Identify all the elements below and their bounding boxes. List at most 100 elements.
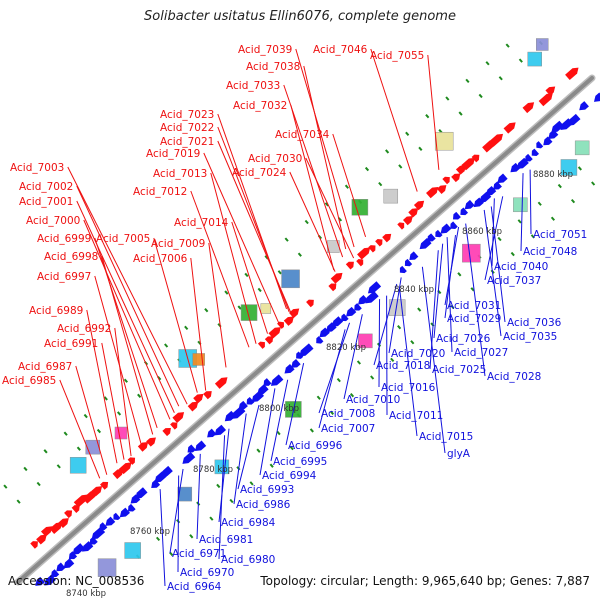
feature-block[interactable] xyxy=(351,199,369,216)
reverse-gene-arrow[interactable] xyxy=(180,451,196,467)
forward-gene-arrow[interactable] xyxy=(172,409,186,423)
gene-label-acid-7026[interactable]: Acid_7026 xyxy=(436,333,491,345)
reverse-gene-arrow[interactable] xyxy=(89,526,106,542)
gene-label-acid-7036[interactable]: Acid_7036 xyxy=(507,317,562,329)
reverse-gene-arrow[interactable] xyxy=(314,336,324,346)
reverse-gene-arrow[interactable] xyxy=(339,313,349,324)
gene-label-acid-7035[interactable]: Acid_7035 xyxy=(503,331,557,343)
forward-gene-arrow[interactable] xyxy=(565,65,581,81)
feature-block[interactable] xyxy=(536,38,549,51)
reverse-gene-arrow[interactable] xyxy=(67,551,78,561)
forward-gene-arrow[interactable] xyxy=(328,281,338,292)
feature-block[interactable] xyxy=(177,486,193,502)
reverse-gene-arrow[interactable] xyxy=(407,251,419,262)
reverse-gene-arrow[interactable] xyxy=(261,378,272,388)
reverse-gene-arrow[interactable] xyxy=(126,503,136,514)
gene-label-acid-7039[interactable]: Acid_7039 xyxy=(238,44,292,56)
reverse-gene-arrow[interactable] xyxy=(87,536,98,547)
forward-gene-arrow[interactable] xyxy=(264,334,276,345)
forward-gene-arrow[interactable] xyxy=(58,515,71,528)
forward-gene-arrow[interactable] xyxy=(91,484,104,497)
gene-label-acid-7051[interactable]: Acid_7051 xyxy=(533,229,587,241)
gene-label-acid-6991[interactable]: Acid_6991 xyxy=(44,338,98,350)
reverse-gene-arrow[interactable] xyxy=(565,113,581,128)
forward-gene-arrow[interactable] xyxy=(193,391,206,404)
reverse-gene-arrow[interactable] xyxy=(495,173,508,186)
gene-label-acid-6984[interactable]: Acid_6984 xyxy=(221,517,276,529)
gene-label-acid-7000[interactable]: Acid_7000 xyxy=(26,215,80,227)
forward-gene-arrow[interactable] xyxy=(356,257,365,267)
reverse-gene-arrow[interactable] xyxy=(549,120,565,135)
gene-label-acid-7015[interactable]: Acid_7015 xyxy=(419,431,473,443)
gene-label-acid-7013[interactable]: Acid_7013 xyxy=(153,168,207,180)
gene-label-acid-6985[interactable]: Acid_6985 xyxy=(2,375,56,387)
gene-label-acid-6993[interactable]: Acid_6993 xyxy=(240,484,294,496)
gene-label-acid-6986[interactable]: Acid_6986 xyxy=(236,499,291,511)
reverse-gene-arrow[interactable] xyxy=(97,522,108,532)
reverse-gene-arrow[interactable] xyxy=(491,181,502,192)
gene-label-acid-6981[interactable]: Acid_6981 xyxy=(199,534,253,546)
feature-block[interactable] xyxy=(560,159,578,176)
gene-label-acid-7020[interactable]: Acid_7020 xyxy=(391,348,445,360)
gene-label-acid-7038[interactable]: Acid_7038 xyxy=(246,61,300,73)
reverse-gene-arrow[interactable] xyxy=(462,199,475,212)
gene-label-acid-7008[interactable]: Acid_7008 xyxy=(321,408,375,420)
reverse-gene-arrow[interactable] xyxy=(61,558,75,571)
forward-gene-arrow[interactable] xyxy=(203,388,214,400)
gene-label-acid-7030[interactable]: Acid_7030 xyxy=(248,153,302,165)
forward-gene-arrow[interactable] xyxy=(545,84,557,96)
gene-label-acid-7055[interactable]: Acid_7055 xyxy=(370,50,424,62)
gene-label-acid-7028[interactable]: Acid_7028 xyxy=(487,371,541,383)
forward-gene-arrow[interactable] xyxy=(146,435,158,447)
forward-gene-arrow[interactable] xyxy=(100,479,110,490)
forward-gene-arrow[interactable] xyxy=(442,175,452,185)
reverse-gene-arrow[interactable] xyxy=(403,258,413,269)
reverse-gene-arrow[interactable] xyxy=(111,512,121,522)
gene-label-acid-6995[interactable]: Acid_6995 xyxy=(273,456,327,468)
reverse-gene-arrow[interactable] xyxy=(236,400,248,412)
forward-gene-arrow[interactable] xyxy=(268,324,283,339)
gene-label-acid-7046[interactable]: Acid_7046 xyxy=(313,44,368,56)
gene-label-acid-7029[interactable]: Acid_7029 xyxy=(447,313,501,325)
feature-block[interactable] xyxy=(85,439,101,455)
gene-label-acid-6998[interactable]: Acid_6998 xyxy=(44,251,98,263)
gene-label-acid-7007[interactable]: Acid_7007 xyxy=(321,423,375,435)
gene-label-acid-7009[interactable]: Acid_7009 xyxy=(151,238,205,250)
reverse-gene-arrow[interactable] xyxy=(133,487,148,501)
forward-gene-arrow[interactable] xyxy=(471,152,482,163)
forward-gene-arrow[interactable] xyxy=(137,439,151,452)
reverse-gene-arrow[interactable] xyxy=(193,440,207,454)
gene-label-acid-7018[interactable]: Acid_7018 xyxy=(376,360,430,372)
gene-label-acid-7016[interactable]: Acid_7016 xyxy=(381,382,436,394)
forward-gene-arrow[interactable] xyxy=(36,532,49,545)
gene-label-acid-6999[interactable]: Acid_6999 xyxy=(37,233,91,245)
gene-label-acid-7010[interactable]: Acid_7010 xyxy=(346,394,400,406)
reverse-gene-arrow[interactable] xyxy=(577,101,589,113)
feature-block[interactable] xyxy=(462,243,481,263)
forward-gene-arrow[interactable] xyxy=(49,520,65,535)
gene-label-acid-7032[interactable]: Acid_7032 xyxy=(233,100,287,112)
gene-label-acid-7001[interactable]: Acid_7001 xyxy=(19,196,73,208)
gene-label-acid-7005[interactable]: Acid_7005 xyxy=(96,233,150,245)
reverse-gene-arrow[interactable] xyxy=(185,444,196,455)
feature-block[interactable] xyxy=(434,131,454,151)
forward-gene-arrow[interactable] xyxy=(382,231,393,243)
gene-label-acid-6989[interactable]: Acid_6989 xyxy=(29,305,83,317)
reverse-gene-arrow[interactable] xyxy=(508,162,521,175)
reverse-gene-arrow[interactable] xyxy=(592,92,600,105)
feature-block[interactable] xyxy=(358,333,373,349)
forward-gene-arrow[interactable] xyxy=(64,508,74,519)
reverse-gene-arrow[interactable] xyxy=(54,562,66,574)
gene-label-acid-6996[interactable]: Acid_6996 xyxy=(288,440,343,452)
reverse-gene-arrow[interactable] xyxy=(425,233,436,244)
reverse-gene-arrow[interactable] xyxy=(42,574,56,589)
gene-label-acid-7024[interactable]: Acid_7024 xyxy=(232,167,287,179)
reverse-gene-arrow[interactable] xyxy=(289,358,301,370)
reverse-gene-arrow[interactable] xyxy=(117,507,131,520)
reverse-gene-arrow[interactable] xyxy=(352,303,362,313)
reverse-gene-arrow[interactable] xyxy=(128,494,141,506)
gene-label-acid-7012[interactable]: Acid_7012 xyxy=(133,186,187,198)
gene-label-acid-7031[interactable]: Acid_7031 xyxy=(447,300,501,312)
gene-label-acid-6997[interactable]: Acid_6997 xyxy=(37,271,91,283)
